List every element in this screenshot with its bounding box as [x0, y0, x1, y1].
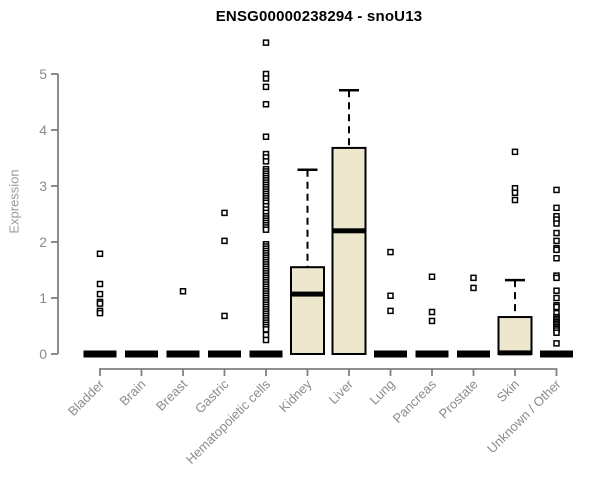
outlier-point: [553, 254, 560, 262]
x-tick-label: Kidney: [276, 376, 315, 415]
outlier-point: [221, 209, 228, 217]
x-tick-label: Skin: [494, 377, 522, 405]
outlier-point: [96, 250, 104, 258]
collapsed-box-hematopoietic-cells: [249, 350, 283, 358]
collapsed-box-pancreas: [415, 350, 449, 358]
outlier-point: [96, 309, 104, 317]
outlier-point: [553, 329, 560, 336]
outlier-point: [262, 39, 270, 46]
outlier-point: [262, 336, 270, 344]
box-liver: [331, 146, 367, 355]
outlier-point: [470, 274, 477, 282]
y-tick-label: 4: [39, 122, 47, 138]
y-tick-label: 3: [39, 178, 47, 194]
outlier-point: [262, 226, 270, 233]
x-tick-label: Gastric: [192, 376, 232, 416]
x-tick-label: Liver: [326, 376, 357, 407]
outlier-point: [387, 292, 394, 300]
outlier-point: [553, 237, 560, 245]
outlier-point: [262, 75, 270, 82]
y-tick-label: 5: [39, 66, 47, 82]
y-tick-label: 0: [39, 346, 47, 362]
collapsed-box-breast: [166, 350, 200, 358]
box-kidney: [290, 266, 325, 356]
outlier-point: [428, 273, 436, 280]
outlier-point: [428, 308, 436, 316]
outlier-point: [179, 288, 187, 295]
outlier-point: [262, 326, 270, 333]
median-line: [498, 350, 532, 356]
outlier-point: [96, 300, 104, 307]
y-tick-label: 2: [39, 234, 47, 250]
x-tick-label: Prostate: [436, 377, 481, 422]
outlier-point: [511, 189, 519, 196]
x-tick-label: Lung: [367, 377, 398, 408]
collapsed-box-bladder: [83, 350, 117, 358]
outlier-point: [262, 133, 270, 140]
collapsed-box-unknown-other: [540, 350, 573, 358]
x-tick-label: Breast: [153, 376, 190, 413]
outlier-point: [470, 284, 477, 292]
outlier-point: [511, 196, 519, 204]
box-skin: [497, 316, 533, 356]
outlier-point: [221, 312, 228, 320]
outlier-point: [262, 100, 270, 108]
collapsed-box-brain: [125, 350, 158, 358]
outlier-point: [221, 237, 228, 245]
chart-title: ENSG00000238294 - snoU13: [215, 8, 423, 25]
outlier-point: [553, 294, 560, 302]
outlier-point: [553, 287, 560, 294]
outlier-point: [553, 220, 560, 227]
y-tick-label: 1: [39, 290, 47, 306]
outlier-point: [553, 204, 560, 212]
collapsed-box-prostate: [457, 350, 490, 358]
x-tick-label: Brain: [117, 377, 149, 409]
y-axis-label: Expression: [6, 169, 22, 234]
collapsed-box-gastric: [208, 350, 241, 358]
x-tick-label: Unknown / Other: [484, 376, 564, 456]
median-line: [332, 228, 366, 234]
outlier-point: [262, 83, 270, 91]
outlier-point: [387, 307, 394, 315]
outlier-point: [553, 246, 560, 254]
x-tick-label: Bladder: [65, 376, 108, 419]
outlier-point: [387, 248, 394, 256]
outlier-point: [553, 229, 560, 237]
outlier-point: [428, 317, 436, 325]
outlier-point: [96, 290, 104, 298]
outlier-point: [553, 340, 560, 347]
median-line: [291, 291, 324, 297]
outlier-point: [553, 186, 560, 194]
outlier-point: [96, 280, 104, 288]
outlier-point: [262, 158, 270, 165]
outlier-point: [553, 303, 560, 311]
outlier-point: [553, 274, 560, 282]
x-tick-label: Pancreas: [390, 376, 440, 426]
collapsed-box-lung: [374, 350, 407, 358]
outlier-point: [511, 148, 519, 156]
outlier-point: [262, 331, 270, 339]
